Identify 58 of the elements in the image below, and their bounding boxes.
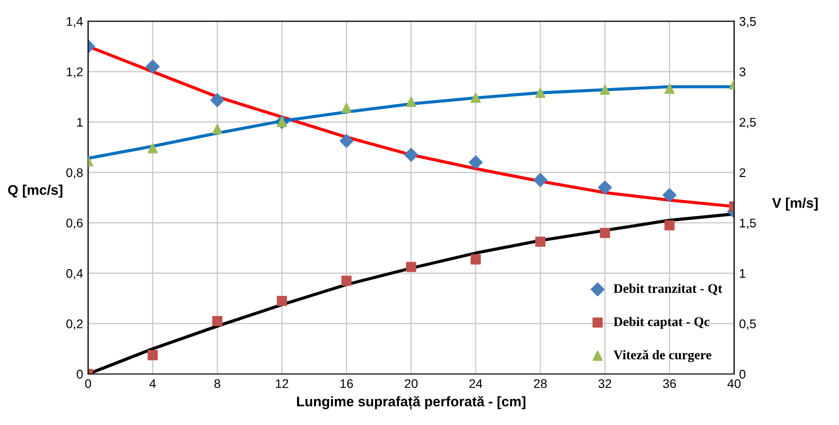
point [470, 254, 481, 264]
point [535, 236, 546, 247]
x-tick-label: 20 [404, 379, 418, 388]
point [210, 93, 224, 108]
x-tick-label: 32 [598, 379, 612, 388]
point [664, 220, 675, 230]
y2-tick-label: 1,5 [740, 218, 756, 229]
point [212, 316, 222, 326]
y2-tick-label: 2,5 [740, 118, 756, 128]
y-tick-label: 0,6 [66, 218, 83, 229]
legend-label: Debit tranzitat - Qt [614, 284, 722, 295]
point [148, 350, 158, 360]
x-tick-label: 8 [214, 379, 220, 388]
point [664, 84, 675, 94]
point [535, 88, 546, 98]
y-tick-label: 0,8 [66, 168, 83, 179]
x-tick-label: 16 [340, 379, 353, 388]
point [148, 143, 158, 154]
y-axis-title: Q [mc/s] [8, 184, 62, 198]
point [212, 124, 222, 134]
x-tick-label: 0 [85, 379, 92, 388]
x-tick-label: 24 [469, 379, 482, 388]
point [146, 60, 160, 74]
y-tick-label: 0,4 [66, 269, 83, 280]
x-tick-label: 12 [276, 379, 288, 388]
point [600, 228, 610, 238]
x-tick-label: 36 [663, 379, 676, 388]
y2-tick-label: 2 [740, 168, 746, 177]
point [468, 155, 483, 170]
point [533, 173, 548, 187]
point [470, 92, 481, 103]
point [404, 148, 418, 162]
legend-label: Debit captat - Qc [614, 316, 710, 329]
y-tick-label: 1 [77, 118, 83, 127]
y-tick-label: 0,2 [66, 319, 83, 330]
legend-label: Viteză de curgere [614, 350, 712, 362]
y2-tick-label: 0,5 [739, 319, 756, 330]
y2-tick-label: 1 [740, 269, 746, 278]
point [276, 296, 287, 306]
y2-tick-label: 3 [739, 67, 746, 76]
y2-tick-label: 3,5 [739, 17, 756, 28]
point [340, 134, 354, 148]
point [406, 96, 416, 107]
point [662, 188, 676, 202]
y2-axis-title: V [m/s] [772, 198, 818, 211]
y-tick-label: 0 [76, 370, 83, 379]
point [341, 276, 352, 286]
x-tick-label: 40 [727, 379, 741, 388]
point [341, 102, 352, 114]
point [600, 84, 610, 95]
x-axis-title: Lungime suprafață perforată - [cm] [297, 396, 526, 410]
y-tick-label: 1,4 [66, 17, 83, 28]
x-tick-label: 28 [534, 379, 547, 388]
x-tick-label: 4 [150, 379, 156, 388]
point [598, 180, 612, 194]
y-tick-label: 1,2 [66, 67, 83, 78]
point [406, 262, 416, 272]
y2-tick-label: 0 [739, 370, 746, 379]
